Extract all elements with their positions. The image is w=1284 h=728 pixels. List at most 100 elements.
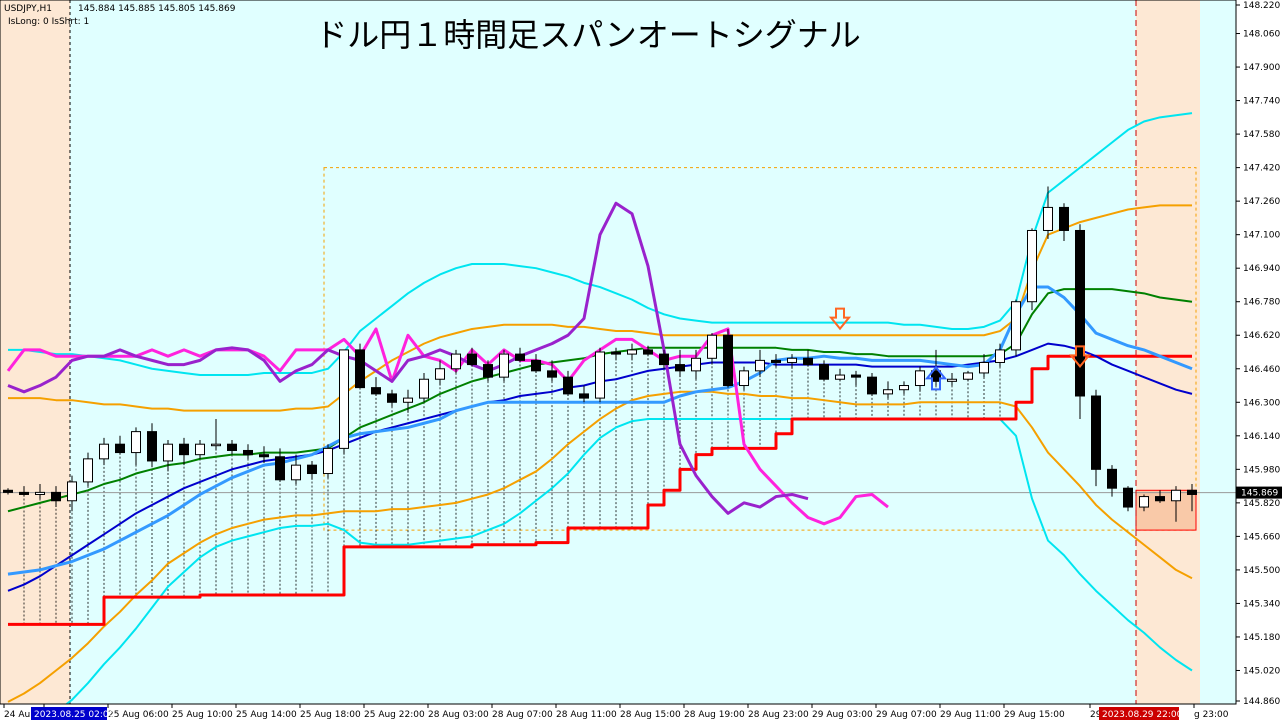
x-tick-label: 28 Aug 03:00 xyxy=(428,710,489,720)
candle xyxy=(259,454,269,458)
candle xyxy=(723,334,733,387)
candle xyxy=(627,349,637,355)
x-tick-label: 24 Au xyxy=(4,710,30,720)
current-price-label: 145.869 xyxy=(1241,489,1278,499)
sell-signal-arrow xyxy=(1068,345,1092,368)
candle xyxy=(291,464,301,481)
y-tick-label: 146.940 xyxy=(1243,264,1280,274)
candle xyxy=(1075,229,1085,397)
x-tick-label: 28 Aug 23:00 xyxy=(748,710,809,720)
candle xyxy=(579,393,589,399)
candle xyxy=(803,357,813,366)
candle xyxy=(643,349,653,355)
candle xyxy=(419,378,429,399)
candle xyxy=(227,443,237,451)
y-tick-label: 147.900 xyxy=(1243,63,1280,73)
candle xyxy=(611,351,621,355)
x-axis-panel xyxy=(0,704,1236,724)
candle xyxy=(179,443,189,456)
candle xyxy=(1059,206,1069,231)
candle xyxy=(1187,489,1197,495)
y-tick-label: 145.980 xyxy=(1243,465,1280,475)
candle xyxy=(1171,489,1181,502)
candle xyxy=(739,370,749,387)
y-tick-label: 146.780 xyxy=(1243,298,1280,308)
candle xyxy=(307,464,317,475)
symbol-label: USDJPY,H1 xyxy=(4,4,52,14)
y-tick-label: 148.220 xyxy=(1243,1,1280,11)
candle xyxy=(355,349,365,389)
candle xyxy=(147,431,157,462)
candle xyxy=(947,378,957,382)
x-tick-label: 29 xyxy=(1090,710,1102,720)
candle xyxy=(1011,301,1021,351)
candle xyxy=(1139,496,1149,508)
y-tick-label: 145.820 xyxy=(1243,499,1280,509)
candle xyxy=(275,456,285,481)
candle xyxy=(787,357,797,363)
buy-signal-arrow xyxy=(924,365,948,391)
candle xyxy=(547,370,557,378)
x-tick-label: 28 Aug 19:00 xyxy=(684,710,745,720)
candle xyxy=(691,357,701,372)
candle xyxy=(915,370,925,387)
chart-caption: ドル円１時間足スパンオートシグナル xyxy=(315,16,861,54)
candle xyxy=(451,353,461,370)
candle xyxy=(883,389,893,395)
y-axis-panel xyxy=(1236,0,1284,724)
candle xyxy=(867,376,877,395)
x-tick-label: 25 Aug 18:00 xyxy=(300,710,361,720)
candle xyxy=(499,353,509,378)
candle xyxy=(819,364,829,380)
series-line-magenta_line xyxy=(6,327,889,526)
candle xyxy=(35,491,45,495)
x-tick-label: 25 Aug 22:00 xyxy=(364,710,425,720)
x-tick-label: 25 Aug 10:00 xyxy=(172,710,233,720)
candle xyxy=(531,359,541,372)
candle xyxy=(515,353,525,361)
y-tick-label: 145.340 xyxy=(1243,599,1280,609)
series-line-upper_mid xyxy=(8,204,1192,412)
candle xyxy=(339,349,349,449)
x-tick-label: 29 Aug 11:00 xyxy=(940,710,1001,720)
series-line-red_step xyxy=(8,354,1192,626)
series-line-purple_line xyxy=(7,201,809,515)
candle xyxy=(563,376,573,395)
crosshair-time-label-right: 2023.08.29 22:00 xyxy=(1102,710,1183,720)
candle xyxy=(963,372,973,380)
y-tick-label: 145.660 xyxy=(1243,532,1280,542)
candle xyxy=(707,334,717,359)
candle xyxy=(931,370,941,382)
candle xyxy=(851,374,861,378)
y-tick-label: 146.140 xyxy=(1243,432,1280,442)
status-label: IsLong: 0 IsShrt: 1 xyxy=(8,17,89,27)
candle xyxy=(467,353,477,366)
candle xyxy=(435,368,445,380)
y-tick-label: 148.060 xyxy=(1243,30,1280,40)
sell-signal-arrow xyxy=(828,307,852,331)
candle xyxy=(1123,487,1133,508)
candle xyxy=(403,397,413,403)
candle xyxy=(99,443,109,460)
candle xyxy=(1155,496,1165,502)
candle xyxy=(979,361,989,374)
candle xyxy=(163,443,173,462)
candle xyxy=(899,385,909,391)
candle xyxy=(995,349,1005,363)
candle xyxy=(835,374,845,380)
x-tick-label: 28 Aug 15:00 xyxy=(620,710,681,720)
candle xyxy=(483,364,493,378)
x-tick-label: 28 Aug 07:00 xyxy=(492,710,553,720)
y-tick-label: 147.260 xyxy=(1243,197,1280,207)
x-tick-label: g 23:00 xyxy=(1194,710,1229,720)
y-tick-label: 144.860 xyxy=(1243,697,1280,707)
candle xyxy=(1107,468,1117,489)
x-tick-label: 29 Aug 15:00 xyxy=(1004,710,1065,720)
y-tick-label: 145.500 xyxy=(1243,566,1280,576)
candle xyxy=(771,359,781,363)
candle xyxy=(595,351,605,399)
candle xyxy=(387,393,397,403)
y-tick-label: 145.180 xyxy=(1243,633,1280,643)
